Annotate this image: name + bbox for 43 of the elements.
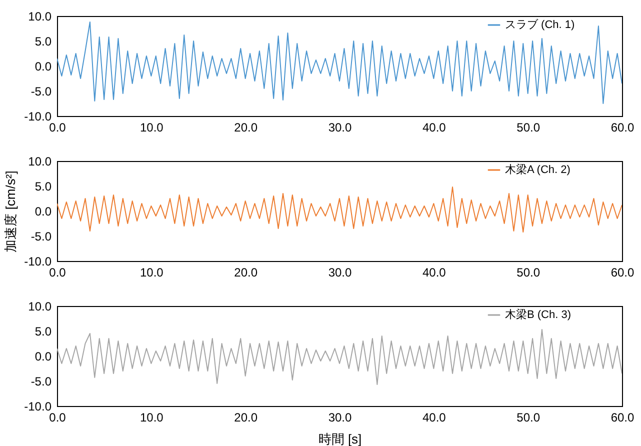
line-series <box>57 329 622 385</box>
x-tick-label: 50.0 <box>516 266 540 280</box>
line-series <box>57 186 622 232</box>
legend-label: 木梁A (Ch. 2) <box>505 163 570 176</box>
y-tick-label: 5.0 <box>34 34 52 48</box>
y-tick-label: -5.0 <box>30 374 52 388</box>
y-tick-label: 10.0 <box>28 300 52 314</box>
y-tick-label: 5.0 <box>34 324 52 338</box>
y-tick-label: -10.0 <box>24 400 52 414</box>
x-tick-label: 60.0 <box>610 266 634 280</box>
x-tick-label: 50.0 <box>516 120 540 134</box>
legend-label: 木梁B (Ch. 3) <box>505 308 572 321</box>
y-tick-label: 0.0 <box>34 60 52 74</box>
x-tick-label: 20.0 <box>234 120 258 134</box>
x-tick-label: 20.0 <box>234 266 258 280</box>
x-tick-label: 40.0 <box>422 120 446 134</box>
x-tick-label: 60.0 <box>610 120 634 134</box>
x-tick-label: 50.0 <box>516 410 540 424</box>
x-tick-label: 10.0 <box>140 266 164 280</box>
legend-label: スラブ (Ch. 1) <box>505 18 575 31</box>
y-tick-label: -5.0 <box>30 230 52 244</box>
x-tick-label: 20.0 <box>234 410 258 424</box>
y-tick-label: 10.0 <box>28 154 52 168</box>
x-tick-label: 40.0 <box>422 266 446 280</box>
x-tick-label: 40.0 <box>422 410 446 424</box>
x-tick-label: 30.0 <box>328 266 352 280</box>
y-tick-label: -10.0 <box>24 254 52 268</box>
x-tick-label: 0.0 <box>49 120 66 134</box>
x-axis-title: 時間 [s] <box>318 432 362 446</box>
x-tick-label: 10.0 <box>140 120 164 134</box>
x-tick-label: 60.0 <box>610 410 634 424</box>
y-axis-title: 加速度 [cm/s²] <box>3 170 18 252</box>
y-tick-label: 10.0 <box>28 10 52 24</box>
x-tick-label: 30.0 <box>328 120 352 134</box>
y-tick-label: 0.0 <box>34 350 52 364</box>
y-tick-label: 0.0 <box>34 204 52 218</box>
x-tick-label: 10.0 <box>140 410 164 424</box>
x-tick-label: 0.0 <box>49 266 66 280</box>
y-tick-label: 5.0 <box>34 180 52 194</box>
x-tick-label: 30.0 <box>328 410 352 424</box>
x-tick-label: 0.0 <box>49 410 66 424</box>
y-tick-label: -10.0 <box>24 110 52 124</box>
y-tick-label: -5.0 <box>30 84 52 98</box>
